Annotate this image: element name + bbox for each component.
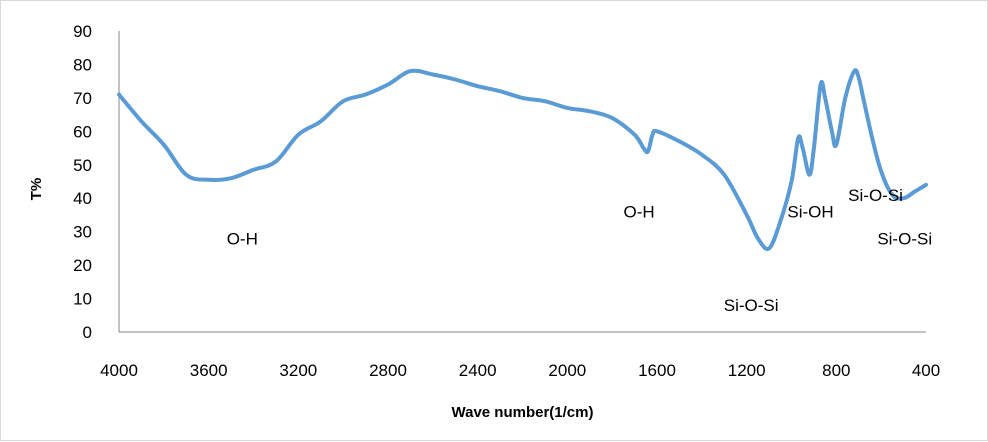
y-tick-label: 50 (73, 156, 92, 175)
x-tick-label: 1200 (728, 361, 766, 380)
peak-annotation: O-H (227, 229, 258, 248)
y-tick-label: 70 (73, 89, 92, 108)
peak-annotation: Si-O-Si (877, 229, 932, 248)
x-axis-ticks: 4000 3600 3200 2800 2400 2000 1600 1200 800 400 (100, 361, 940, 380)
y-tick-label: 40 (73, 189, 92, 208)
y-tick-label: 80 (73, 55, 92, 74)
x-tick-label: 400 (912, 361, 940, 380)
y-tick-label: 0 (83, 323, 92, 342)
y-tick-label: 10 (73, 290, 92, 309)
x-tick-label: 2000 (548, 361, 586, 380)
transmittance-series-line (117, 68, 928, 251)
peak-annotation: O-H (623, 203, 654, 222)
x-tick-label: 4000 (100, 361, 138, 380)
x-axis-title: Wave number(1/cm) (452, 404, 594, 421)
y-tick-label: 20 (73, 256, 92, 275)
y-tick-label: 90 (73, 22, 92, 41)
x-tick-label: 2800 (369, 361, 407, 380)
peak-annotations: O-H O-H Si-O-Si Si-OH Si-O-Si Si-O-Si (227, 186, 932, 315)
x-tick-label: 3200 (279, 361, 317, 380)
x-tick-label: 1600 (638, 361, 676, 380)
peak-annotation: Si-O-Si (848, 186, 903, 205)
x-tick-label: 3600 (190, 361, 228, 380)
peak-annotation: Si-OH (787, 203, 833, 222)
y-tick-label: 60 (73, 122, 92, 141)
y-axis-title: T% (28, 178, 45, 201)
peak-annotation: Si-O-Si (724, 296, 779, 315)
x-tick-label: 800 (822, 361, 850, 380)
y-axis-ticks: 0 10 20 30 40 50 60 70 80 90 (73, 22, 92, 342)
y-tick-label: 30 (73, 223, 92, 242)
x-tick-label: 2400 (459, 361, 497, 380)
